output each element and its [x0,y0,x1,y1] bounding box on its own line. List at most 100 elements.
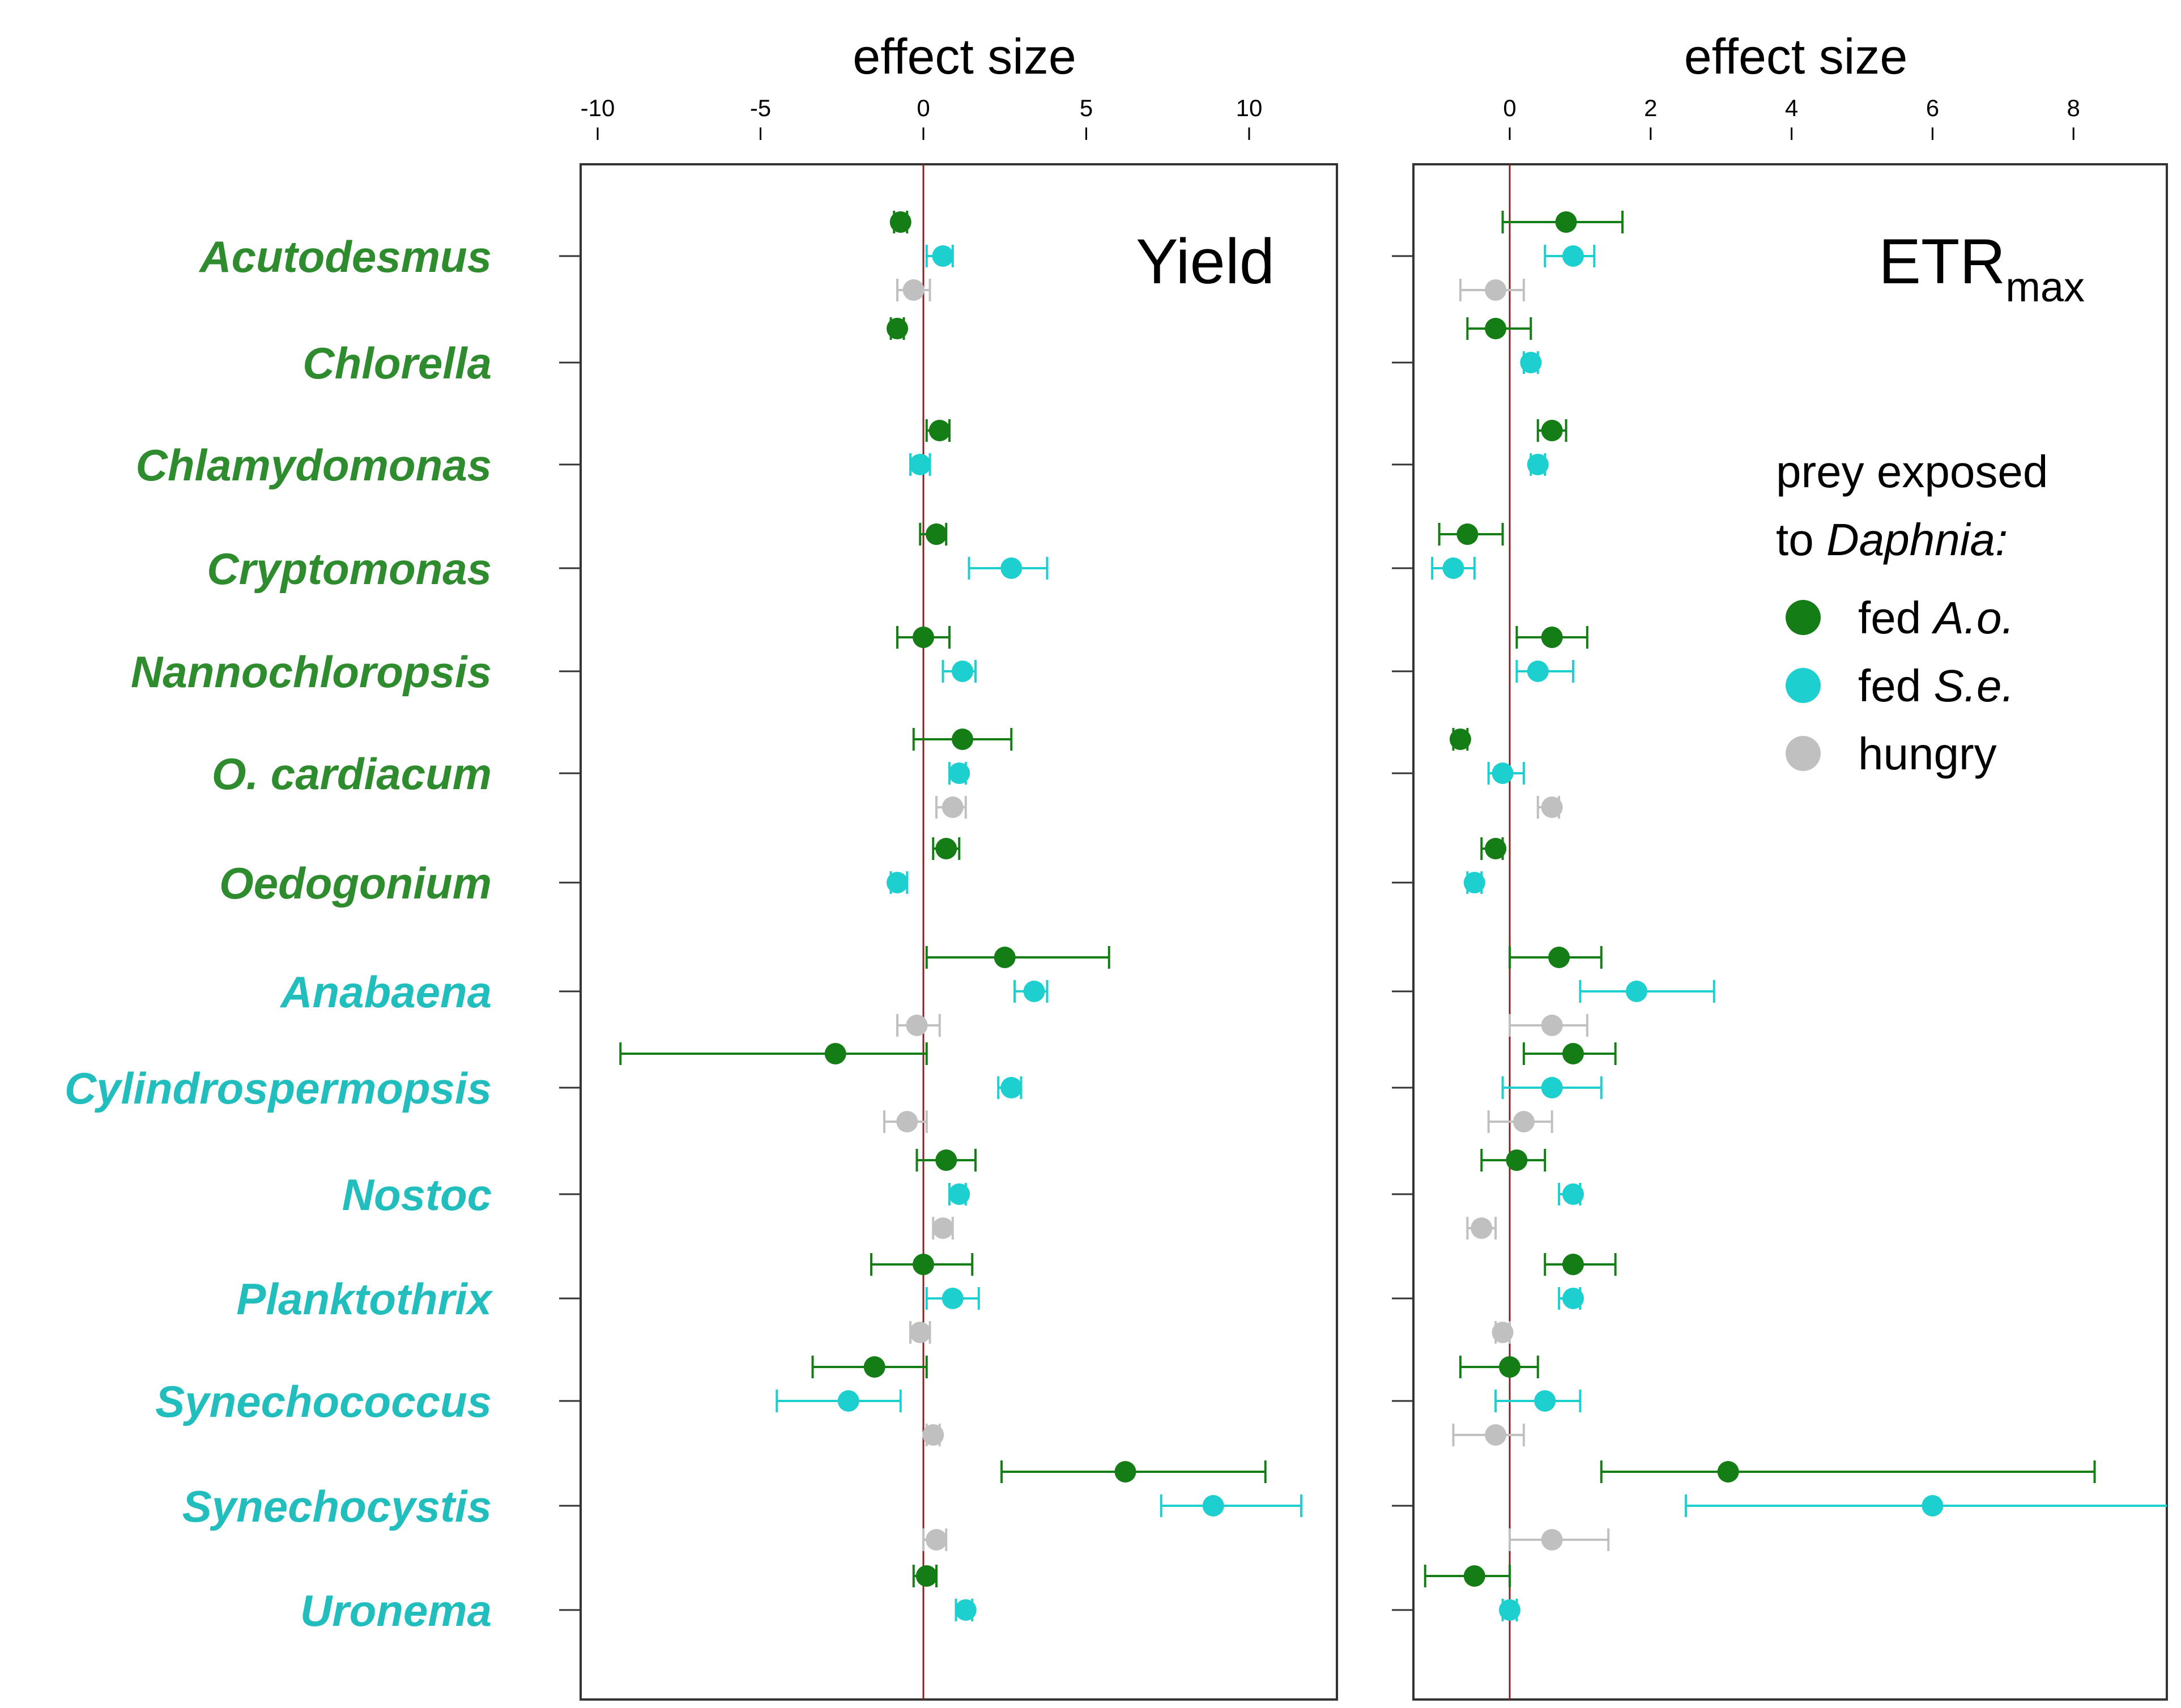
point-planktothrix-hungry [909,1322,931,1343]
legend-marker-fed-ao [1786,600,1821,635]
data-points-yield [619,211,1302,1621]
taxon-label-nostoc: Nostoc [342,1170,492,1220]
point-anabaena-fed-ao [1548,947,1570,968]
x-tick-label: 0 [1503,95,1516,121]
point-cylindrospermopsis-fed-ao [1562,1043,1584,1064]
point-synechococcus-fed-ao [863,1356,885,1378]
legend-title-daphnia: Daphnia: [1826,514,2008,565]
point-synechococcus-hungry [922,1424,944,1446]
point-chlamydomonas-fed-se [909,454,931,475]
point-oedogonium-fed-ao [1485,838,1507,859]
point-cryptomonas-fed-ao [1456,523,1479,545]
taxon-label-cryptomonas: Cryptomonas [207,544,492,594]
x-axis-title-etr: effect size [1684,28,1908,84]
legend-label-prefix: fed [1858,661,1933,711]
point-anabaena-hungry [1541,1015,1563,1036]
point-acutodesmus-hungry [902,279,925,301]
legend-title-prefix: to [1776,514,1826,565]
panel-label-etr: ETRmax [1878,226,2085,310]
taxon-label-chlorella: Chlorella [303,338,492,388]
point-chlorella-fed-ao [1485,318,1507,339]
legend-label-prefix: hungry [1858,729,1997,779]
point-synechocystis-fed-se [1922,1495,1944,1517]
x-axis-title-yield: effect size [853,28,1076,84]
point-nostoc-hungry [932,1217,954,1239]
point-o-cardiacum-hungry [1541,797,1563,818]
point-cryptomonas-fed-se [1000,557,1023,579]
point-synechocystis-fed-ao [1114,1461,1136,1483]
point-oedogonium-fed-se [887,872,908,893]
point-acutodesmus-fed-ao [1555,211,1577,233]
x-tick-label: 8 [2067,95,2080,121]
taxon-label-acutodesmus: Acutodesmus [198,232,492,282]
point-nostoc-fed-ao [935,1149,957,1171]
point-oedogonium-fed-se [1463,872,1485,893]
point-synechococcus-fed-ao [1499,1356,1520,1378]
x-tick-label: 5 [1080,95,1093,121]
point-cylindrospermopsis-fed-se [1000,1077,1023,1098]
point-acutodesmus-fed-ao [889,211,911,233]
x-tick-label: 4 [1785,95,1798,121]
point-nannochloropsis-fed-ao [1541,627,1563,648]
point-nannochloropsis-fed-se [952,661,973,682]
point-anabaena-fed-ao [994,947,1016,968]
x-tick-label: 6 [1926,95,1939,121]
legend-label-fed-se: fed S.e. [1858,661,2014,711]
x-tick-label: -10 [581,95,615,121]
point-cylindrospermopsis-fed-ao [824,1043,846,1064]
point-chlamydomonas-fed-ao [928,420,951,441]
point-uronema-fed-ao [1463,1565,1485,1587]
point-uronema-fed-se [955,1599,977,1621]
panel-label-subscript: max [2005,263,2085,310]
legend-label-italic: A.o. [1931,593,2014,643]
point-synechocystis-fed-se [1202,1495,1224,1517]
x-tick-label: 10 [1236,95,1263,121]
point-synechococcus-fed-se [1534,1390,1556,1412]
point-planktothrix-fed-ao [913,1254,934,1275]
point-cryptomonas-fed-se [1442,557,1464,579]
taxon-label-chlamydomonas: Chlamydomonas [136,440,492,490]
x-tick-label: 0 [917,95,930,121]
legend-label-prefix: fed [1858,593,1933,643]
point-cylindrospermopsis-fed-se [1541,1077,1563,1098]
panels: effect size -10 -5 0 5 10 Yield effect size 0 2 4 6… [559,28,2168,1701]
taxon-label-nannochloropsis: Nannochloropsis [131,647,492,697]
point-synechocystis-fed-ao [1717,1461,1739,1483]
legend-marker-hungry [1786,736,1821,771]
point-synechococcus-fed-se [837,1390,859,1412]
point-cylindrospermopsis-hungry [896,1111,918,1132]
point-o-cardiacum-fed-se [1492,763,1514,784]
point-chlamydomonas-fed-se [1527,454,1549,475]
point-anabaena-fed-se [1625,981,1647,1002]
panel-label-yield: Yield [1136,226,1275,297]
point-o-cardiacum-fed-ao [952,729,973,750]
panel-label-main: Yield [1136,226,1275,297]
point-uronema-fed-ao [915,1565,938,1587]
taxa-labels: Acutodesmus Chlorella Chlamydomonas Cryptom… [65,232,494,1635]
point-nannochloropsis-fed-se [1527,661,1549,682]
legend-label-fed-ao: fed A.o. [1858,593,2014,643]
panel-yield: effect size -10 -5 0 5 10 Yield [559,28,1338,1701]
data-points-etr [1424,211,2167,1621]
point-cryptomonas-fed-ao [926,523,947,545]
panel-etr: effect size 0 2 4 6 8 ETRmax [1392,28,2168,1701]
point-anabaena-fed-se [1023,981,1045,1002]
point-anabaena-hungry [906,1015,928,1036]
point-chlorella-fed-ao [887,318,908,339]
point-oedogonium-fed-ao [935,838,957,859]
point-nannochloropsis-fed-ao [913,627,934,648]
taxon-label-cylindrospermopsis: Cylindrospermopsis [65,1063,492,1113]
point-nostoc-fed-ao [1506,1149,1528,1171]
plot-frame [580,163,1338,1701]
taxon-label-oedogonium: Oedogonium [219,858,492,908]
point-nostoc-fed-se [1562,1183,1584,1205]
point-nostoc-hungry [1471,1217,1493,1239]
taxon-label-planktothrix: Planktothrix [236,1274,493,1324]
point-o-cardiacum-hungry [942,797,964,818]
point-planktothrix-fed-se [1562,1288,1584,1309]
point-chlorella-fed-se [1520,352,1542,373]
taxon-label-anabaena: Anabaena [279,967,492,1017]
point-o-cardiacum-fed-se [948,763,970,784]
